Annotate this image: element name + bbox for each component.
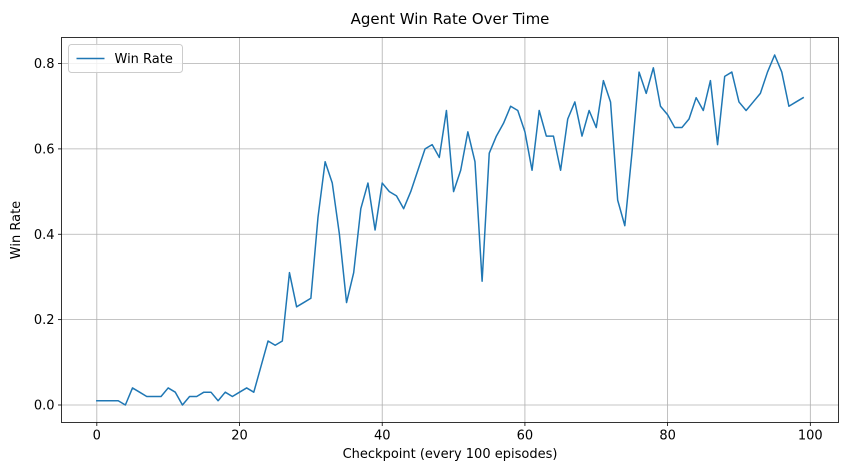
x-tick-label: 60 bbox=[517, 429, 534, 444]
legend: Win Rate bbox=[68, 44, 183, 73]
legend-label: Win Rate bbox=[115, 52, 173, 67]
x-tick-label: 0 bbox=[93, 429, 101, 444]
y-axis-label: Win Rate bbox=[9, 201, 24, 259]
y-tick-label: 0.0 bbox=[34, 399, 55, 414]
y-tick-label: 0.8 bbox=[34, 57, 55, 72]
series-line bbox=[96, 54, 805, 406]
axes: 0 20 40 60 80 100 0.0 0.2 0.4 0.6 0.8 bbox=[34, 37, 839, 444]
grid bbox=[61, 37, 839, 423]
x-tick-label: 40 bbox=[374, 429, 391, 444]
x-tick-label: 100 bbox=[798, 429, 823, 444]
y-tick-label: 0.4 bbox=[34, 228, 55, 243]
plot-frame bbox=[61, 37, 839, 423]
x-tick-label: 20 bbox=[231, 429, 248, 444]
series-layer bbox=[96, 54, 805, 406]
legend-box bbox=[68, 44, 183, 73]
y-tick-label: 0.6 bbox=[34, 142, 55, 157]
chart-title: Agent Win Rate Over Time bbox=[351, 10, 550, 28]
plot-background bbox=[61, 37, 839, 423]
y-tick-label: 0.2 bbox=[34, 313, 55, 328]
x-tick-label: 80 bbox=[659, 429, 676, 444]
x-axis-label: Checkpoint (every 100 episodes) bbox=[343, 447, 558, 462]
